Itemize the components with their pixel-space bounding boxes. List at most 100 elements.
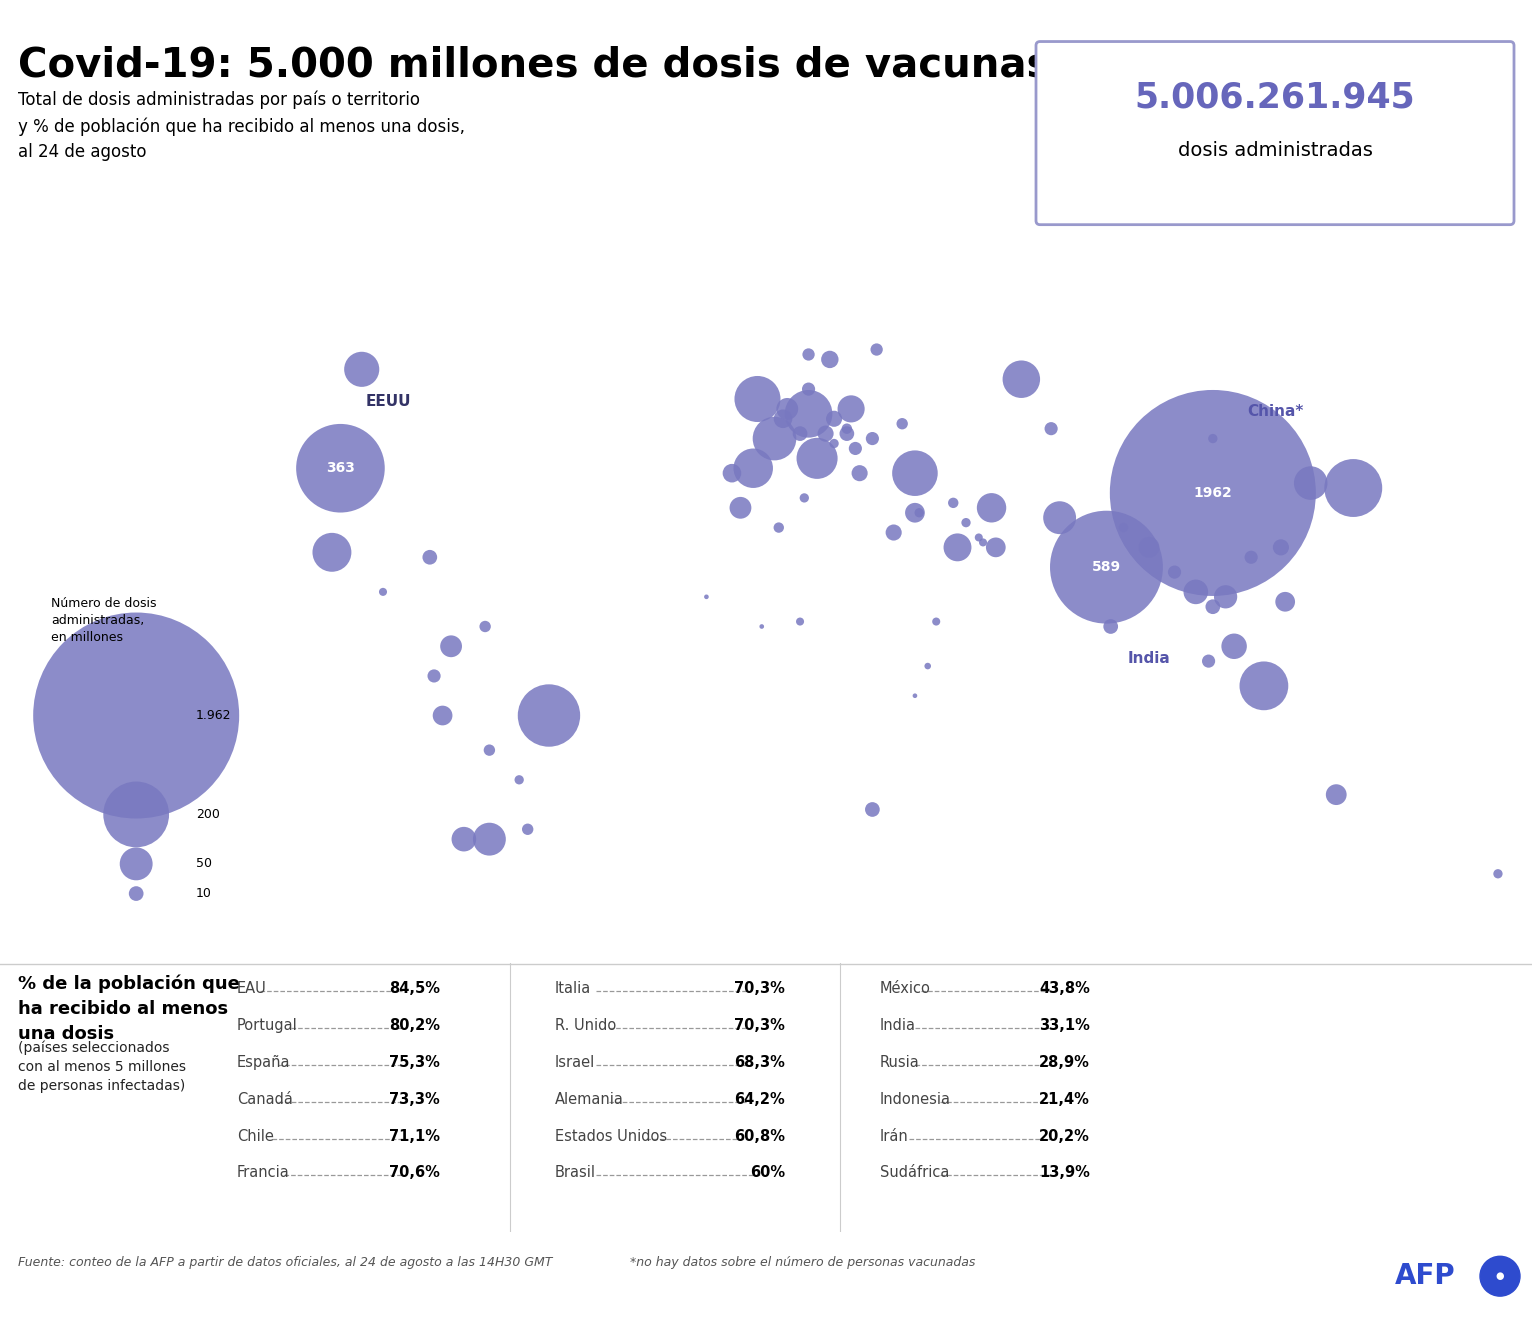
Text: Número de dosis
administradas,
en millones: Número de dosis administradas, en millon… (51, 596, 156, 644)
Point (1111, 517, 1135, 538)
Point (1201, 596, 1226, 618)
Text: 73,3%: 73,3% (389, 1092, 440, 1106)
Point (1010, 369, 1034, 390)
FancyBboxPatch shape (1036, 41, 1514, 224)
Point (1299, 473, 1324, 494)
Point (1273, 591, 1298, 612)
Point (840, 398, 864, 420)
Text: EAU: EAU (237, 981, 267, 996)
Text: dosis administradas: dosis administradas (1178, 141, 1373, 159)
Text: *no hay datos sobre el número de personas vacunadas: *no hay datos sobre el número de persona… (630, 1256, 976, 1270)
Point (954, 513, 979, 534)
Text: 28,9%: 28,9% (1039, 1054, 1089, 1069)
Point (124, 883, 149, 904)
Text: 80,2%: 80,2% (389, 1017, 440, 1033)
Text: China*: China* (1247, 404, 1304, 418)
Point (1137, 537, 1161, 558)
Point (881, 522, 905, 543)
Text: 68,3%: 68,3% (734, 1054, 784, 1069)
Point (421, 665, 446, 687)
Text: India: India (1128, 651, 1170, 667)
Text: 21,4%: 21,4% (1039, 1092, 1089, 1106)
Text: 363: 363 (326, 461, 355, 475)
Text: Total de dosis administradas por país o territorio
y % de población que ha recib: Total de dosis administradas por país o … (18, 90, 466, 161)
Point (536, 705, 561, 726)
Point (971, 531, 996, 552)
Point (438, 636, 463, 657)
Point (775, 398, 800, 420)
Text: 71,1%: 71,1% (389, 1129, 440, 1143)
Point (124, 803, 149, 825)
Point (507, 769, 532, 790)
Text: 70,3%: 70,3% (734, 1017, 784, 1033)
Text: Indonesia: Indonesia (879, 1092, 951, 1106)
Point (720, 462, 745, 483)
Text: R. Unido: R. Unido (555, 1017, 616, 1033)
Point (1340, 477, 1365, 498)
Point (787, 424, 812, 445)
Point (797, 378, 821, 400)
Point (835, 424, 859, 445)
Text: Sudáfrica: Sudáfrica (879, 1166, 950, 1181)
Text: México: México (879, 981, 931, 996)
Point (763, 428, 787, 449)
Text: EEUU: EEUU (366, 394, 412, 409)
Point (1196, 651, 1221, 672)
Text: Irán: Irán (879, 1129, 908, 1143)
Point (835, 418, 859, 440)
Point (864, 339, 889, 360)
Point (945, 537, 970, 558)
Text: Canadá: Canadá (237, 1092, 293, 1106)
Point (1048, 507, 1072, 529)
Point (771, 408, 795, 429)
Text: India: India (879, 1017, 916, 1033)
Point (902, 502, 927, 523)
Point (476, 740, 501, 761)
Text: Israel: Israel (555, 1054, 596, 1069)
Point (967, 527, 991, 548)
Point (984, 537, 1008, 558)
Point (797, 344, 821, 365)
Point (843, 438, 867, 459)
Text: 64,2%: 64,2% (734, 1092, 784, 1106)
Point (941, 493, 965, 514)
Point (430, 705, 455, 726)
Point (515, 818, 539, 839)
Text: Portugal: Portugal (237, 1017, 297, 1033)
Text: Italia: Italia (555, 981, 591, 996)
Point (1039, 418, 1063, 440)
Point (792, 487, 817, 509)
Point (320, 542, 345, 563)
Text: 5.006.261.945: 5.006.261.945 (1135, 81, 1416, 114)
Text: 50: 50 (196, 858, 211, 870)
Text: 60%: 60% (749, 1166, 784, 1181)
Point (797, 404, 821, 425)
Point (979, 497, 1003, 518)
Text: % de la población que
ha recibido al menos
una dosis: % de la población que ha recibido al men… (18, 975, 241, 1044)
Circle shape (1480, 1256, 1520, 1296)
Text: (países seleccionados
con al menos 5 millones
de personas infectadas): (países seleccionados con al menos 5 mil… (18, 1041, 185, 1093)
Point (821, 408, 846, 429)
Point (1223, 636, 1247, 657)
Point (1098, 616, 1123, 637)
Text: 13,9%: 13,9% (1039, 1166, 1089, 1181)
Point (741, 458, 766, 479)
Point (476, 829, 501, 850)
Point (1324, 784, 1348, 805)
Point (847, 462, 872, 483)
Point (924, 611, 948, 632)
Text: Covid-19: 5.000 millones de dosis de vacunas administradas: Covid-19: 5.000 millones de dosis de vac… (18, 45, 1388, 85)
Point (745, 388, 769, 409)
Point (804, 448, 829, 469)
Text: Chile: Chile (237, 1129, 274, 1143)
Point (1486, 863, 1511, 884)
Text: 60,8%: 60,8% (734, 1129, 784, 1143)
Text: 75,3%: 75,3% (389, 1054, 440, 1069)
Text: 33,1%: 33,1% (1039, 1017, 1089, 1033)
Point (749, 616, 774, 637)
Point (349, 359, 374, 380)
Point (787, 611, 812, 632)
Point (1201, 428, 1226, 449)
Text: 43,8%: 43,8% (1039, 981, 1089, 996)
Text: Francia: Francia (237, 1166, 290, 1181)
